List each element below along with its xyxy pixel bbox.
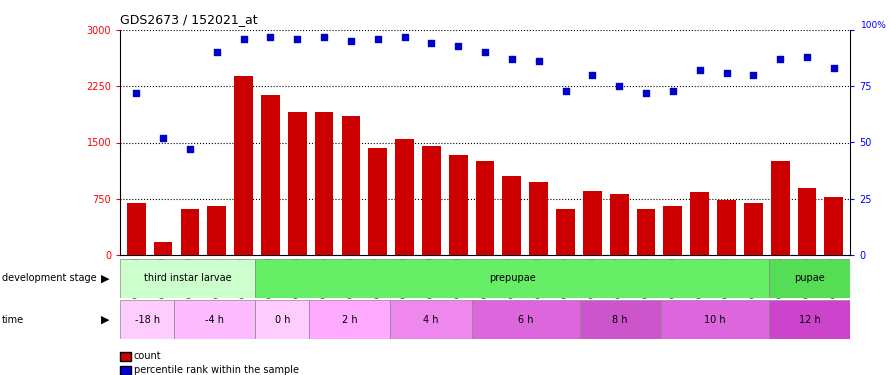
Bar xyxy=(174,300,255,339)
Point xyxy=(639,90,653,96)
Bar xyxy=(310,300,391,339)
Text: 4 h: 4 h xyxy=(424,315,439,325)
Bar xyxy=(797,188,816,255)
Text: development stage: development stage xyxy=(2,273,96,284)
Bar xyxy=(771,161,789,255)
Point xyxy=(531,58,546,64)
Bar xyxy=(610,194,628,255)
Point xyxy=(344,38,358,44)
Text: pupae: pupae xyxy=(794,273,825,284)
Bar xyxy=(154,242,173,255)
Bar xyxy=(181,209,199,255)
Text: 10 h: 10 h xyxy=(704,315,725,325)
Text: 2 h: 2 h xyxy=(342,315,358,325)
Bar xyxy=(261,95,279,255)
Text: 100%: 100% xyxy=(861,21,886,30)
Bar xyxy=(120,259,255,298)
Bar xyxy=(503,176,522,255)
Text: 0 h: 0 h xyxy=(275,315,290,325)
Bar xyxy=(769,259,850,298)
Bar xyxy=(207,206,226,255)
Point xyxy=(370,36,384,42)
Point xyxy=(317,34,331,40)
Text: ▶: ▶ xyxy=(101,315,109,325)
Point xyxy=(129,90,143,96)
Point xyxy=(156,135,170,141)
Point xyxy=(773,56,788,62)
Bar xyxy=(255,300,310,339)
Point xyxy=(210,50,224,55)
Text: -18 h: -18 h xyxy=(134,315,159,325)
Bar xyxy=(368,148,387,255)
Point xyxy=(666,88,680,94)
Text: -4 h: -4 h xyxy=(206,315,224,325)
Bar xyxy=(255,259,769,298)
Bar xyxy=(120,300,174,339)
Bar xyxy=(342,116,360,255)
Bar xyxy=(449,155,467,255)
Point xyxy=(692,68,707,74)
Point xyxy=(290,36,304,42)
Bar xyxy=(691,192,709,255)
Bar xyxy=(472,300,579,339)
Bar xyxy=(127,202,146,255)
Bar xyxy=(315,112,334,255)
Point xyxy=(612,83,627,89)
Point xyxy=(558,88,572,94)
Bar xyxy=(636,209,655,255)
Point xyxy=(451,43,465,49)
Text: count: count xyxy=(134,351,161,361)
Point xyxy=(237,36,251,42)
Point xyxy=(182,146,197,152)
Text: percentile rank within the sample: percentile rank within the sample xyxy=(134,365,298,375)
Bar xyxy=(663,206,683,255)
Bar xyxy=(391,300,472,339)
Point xyxy=(425,40,439,46)
Point xyxy=(478,50,492,55)
Bar xyxy=(287,112,307,255)
Text: 12 h: 12 h xyxy=(798,315,821,325)
Bar xyxy=(556,209,575,255)
Bar xyxy=(422,146,441,255)
Text: prepupae: prepupae xyxy=(489,273,536,284)
Point xyxy=(800,54,814,60)
Point xyxy=(505,56,519,62)
Bar xyxy=(475,161,495,255)
Bar xyxy=(717,200,736,255)
Text: GDS2673 / 152021_at: GDS2673 / 152021_at xyxy=(120,13,258,26)
Bar xyxy=(530,182,548,255)
Point xyxy=(719,70,733,76)
Bar xyxy=(660,300,769,339)
Bar xyxy=(769,300,850,339)
Bar xyxy=(395,139,414,255)
Bar xyxy=(583,190,602,255)
Text: 8 h: 8 h xyxy=(612,315,628,325)
Bar xyxy=(824,196,843,255)
Text: ▶: ▶ xyxy=(101,273,109,284)
Bar xyxy=(579,300,660,339)
Point xyxy=(746,72,760,78)
Bar xyxy=(234,76,253,255)
Point xyxy=(827,65,841,71)
Point xyxy=(263,34,278,40)
Text: third instar larvae: third instar larvae xyxy=(144,273,231,284)
Text: 6 h: 6 h xyxy=(518,315,533,325)
Point xyxy=(398,34,412,40)
Text: time: time xyxy=(2,315,24,325)
Point xyxy=(586,72,600,78)
Bar xyxy=(744,202,763,255)
